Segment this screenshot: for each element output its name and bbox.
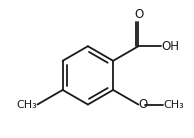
Text: O: O <box>139 98 148 111</box>
Text: OH: OH <box>162 40 180 53</box>
Text: O: O <box>134 8 143 21</box>
Text: CH₃: CH₃ <box>16 99 37 110</box>
Text: CH₃: CH₃ <box>164 99 184 110</box>
